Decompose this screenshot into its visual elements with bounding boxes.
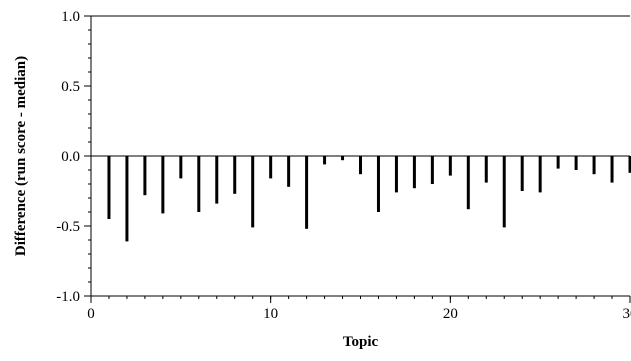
x-tick-label: 0 <box>87 306 95 322</box>
bar <box>395 156 398 192</box>
bar <box>467 156 470 209</box>
bar <box>575 156 578 170</box>
bar <box>413 156 416 188</box>
plot-area <box>91 16 630 156</box>
x-tick-label: 30 <box>623 306 631 322</box>
y-tick-label: -0.5 <box>56 219 80 235</box>
y-tick-label: 0.0 <box>61 149 80 165</box>
bar <box>539 156 542 192</box>
bar <box>611 156 614 183</box>
bar <box>503 156 506 227</box>
bar <box>557 156 560 169</box>
y-tick-label: 1.0 <box>61 9 80 25</box>
bar <box>215 156 218 204</box>
x-axis-title: Topic <box>343 334 379 350</box>
bar <box>269 156 272 178</box>
bar <box>251 156 254 227</box>
bar <box>323 156 326 164</box>
x-tick-label: 10 <box>263 306 278 322</box>
x-axis: 0 10 20 30 <box>87 296 631 322</box>
bar <box>143 156 146 195</box>
bar <box>197 156 200 212</box>
bar <box>359 156 362 174</box>
y-axis: 1.0 0.5 0.0 -0.5 -1.0 <box>56 9 91 305</box>
bars-group <box>107 156 631 241</box>
bar <box>485 156 488 183</box>
bar <box>341 156 344 160</box>
bar <box>287 156 290 187</box>
y-tick-label: -1.0 <box>56 289 80 305</box>
bar <box>161 156 164 213</box>
y-axis-title: Difference (run score - median) <box>13 56 29 256</box>
bar <box>179 156 182 178</box>
bar <box>305 156 308 229</box>
bar <box>593 156 596 174</box>
bar <box>521 156 524 191</box>
x-tick-label: 20 <box>443 306 458 322</box>
bar <box>377 156 380 212</box>
bar <box>107 156 110 219</box>
bar <box>449 156 452 176</box>
y-tick-label: 0.5 <box>61 79 80 95</box>
bar <box>233 156 236 194</box>
bar <box>431 156 434 184</box>
bar <box>125 156 128 241</box>
